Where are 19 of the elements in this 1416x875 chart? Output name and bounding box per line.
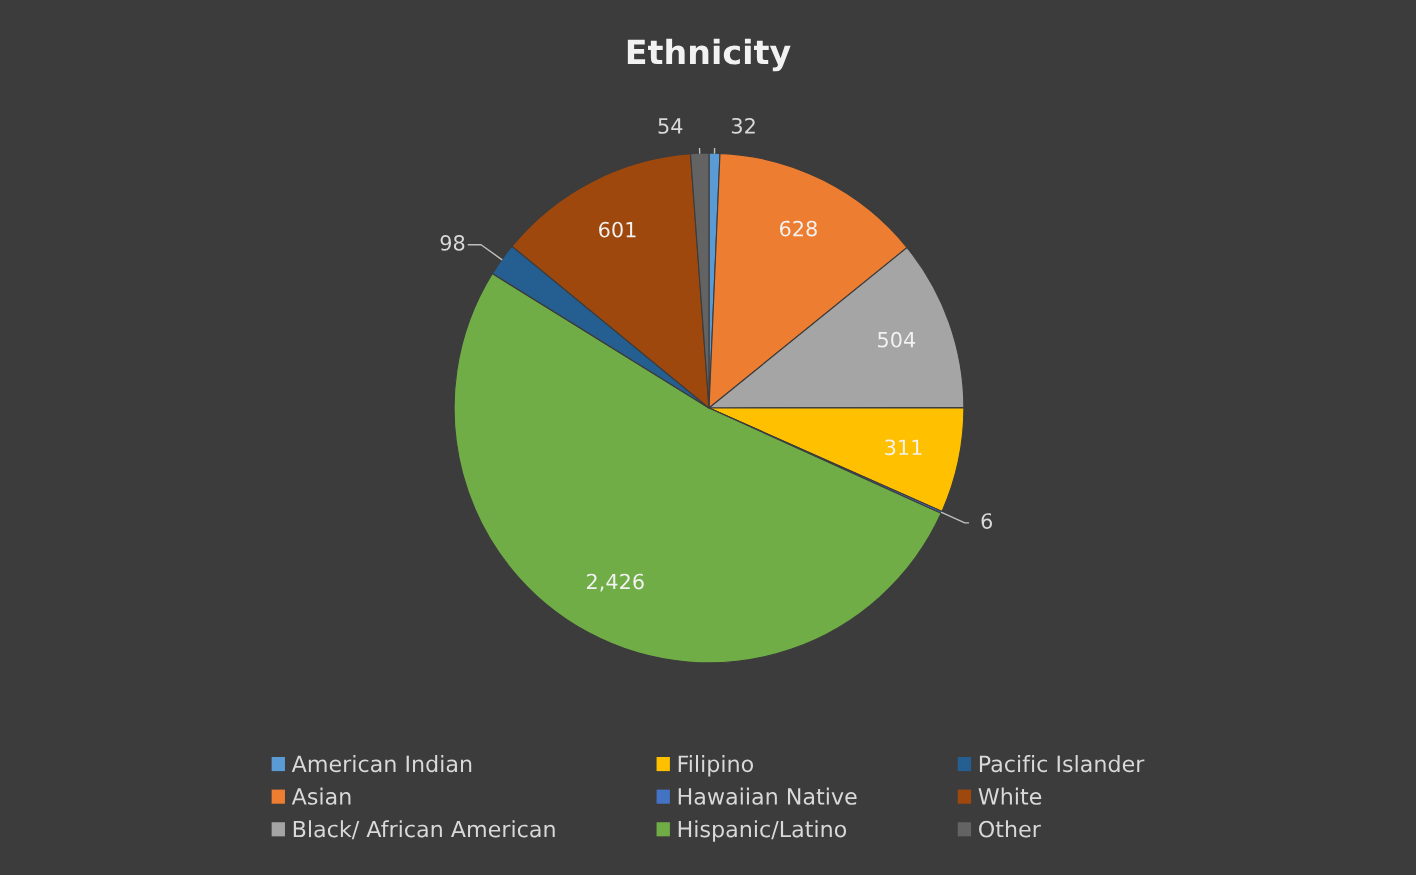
data-label: 628 [780,220,817,237]
legend-label: Asian [291,787,351,805]
data-label: 311 [885,439,922,456]
data-label: 601 [599,221,636,238]
data-label: 54 [658,118,683,134]
legend-label: Hispanic/Latino [678,820,847,842]
data-label: 6 [981,513,993,529]
data-label: 32 [731,117,755,134]
data-label: 504 [878,331,916,348]
legend-label: American Indian [291,755,472,773]
legend-label: Filipino [678,755,754,777]
legend-label: Black/ African American [293,820,555,840]
legend-label: Pacific Islander [979,755,1145,773]
data-label: 98 [440,235,465,251]
legend-label: Hawaiian Native [678,787,857,805]
legend-label: White [978,787,1042,805]
legend-label: Other [979,820,1041,838]
data-label: 2,426 [587,573,644,592]
chart-title: Ethnicity [627,38,791,72]
